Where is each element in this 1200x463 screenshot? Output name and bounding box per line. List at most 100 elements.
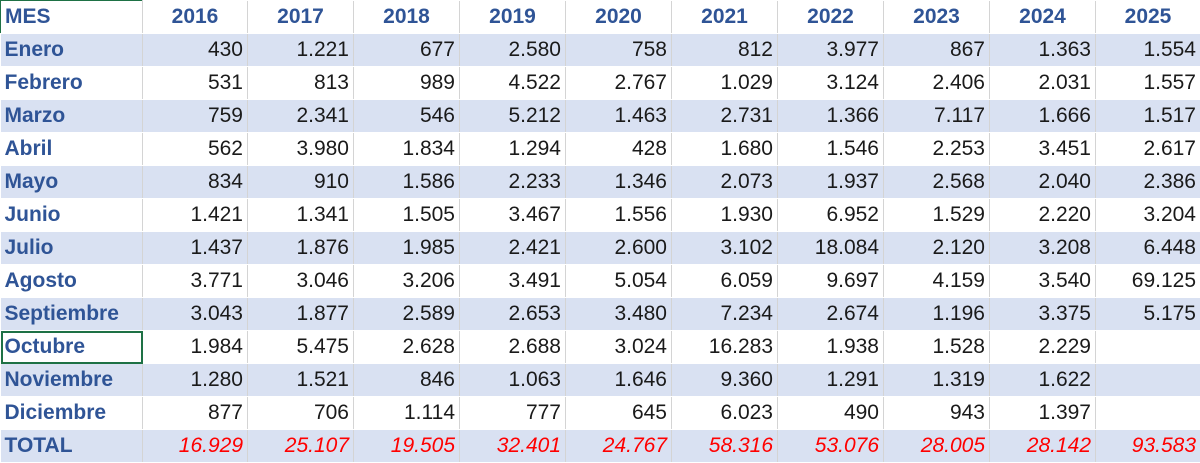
value-cell[interactable]: 1.546 [778, 133, 884, 166]
value-cell[interactable]: 5.475 [248, 331, 354, 364]
value-cell[interactable]: 1.938 [778, 331, 884, 364]
value-cell[interactable]: 9.360 [672, 364, 778, 397]
header-cell-year[interactable]: 2016 [143, 1, 248, 34]
value-cell[interactable]: 812 [672, 34, 778, 67]
value-cell[interactable]: 2.233 [460, 166, 566, 199]
value-cell[interactable]: 3.375 [990, 298, 1096, 331]
value-cell[interactable]: 706 [248, 397, 354, 430]
value-cell[interactable]: 2.040 [990, 166, 1096, 199]
value-cell[interactable]: 2.580 [460, 34, 566, 67]
value-cell[interactable]: 1.196 [884, 298, 990, 331]
value-cell[interactable]: 2.421 [460, 232, 566, 265]
value-cell[interactable] [1096, 397, 1200, 430]
value-cell[interactable]: 2.589 [354, 298, 460, 331]
value-cell[interactable]: 2.031 [990, 67, 1096, 100]
total-cell[interactable]: 28.005 [884, 430, 990, 463]
month-cell[interactable]: Enero [1, 34, 143, 67]
value-cell[interactable]: 1.876 [248, 232, 354, 265]
value-cell[interactable]: 846 [354, 364, 460, 397]
month-cell[interactable]: Febrero [1, 67, 143, 100]
value-cell[interactable]: 3.124 [778, 67, 884, 100]
value-cell[interactable]: 2.406 [884, 67, 990, 100]
header-cell-year[interactable]: 2022 [778, 1, 884, 34]
value-cell[interactable]: 1.517 [1096, 100, 1200, 133]
value-cell[interactable]: 1.366 [778, 100, 884, 133]
value-cell[interactable]: 18.084 [778, 232, 884, 265]
month-cell[interactable]: Junio [1, 199, 143, 232]
total-cell[interactable]: 16.929 [143, 430, 248, 463]
header-cell-year[interactable]: 2023 [884, 1, 990, 34]
value-cell[interactable]: 2.073 [672, 166, 778, 199]
value-cell[interactable]: 7.234 [672, 298, 778, 331]
value-cell[interactable]: 16.283 [672, 331, 778, 364]
month-cell[interactable]: Agosto [1, 265, 143, 298]
month-cell[interactable]: Julio [1, 232, 143, 265]
value-cell[interactable]: 1.937 [778, 166, 884, 199]
total-cell[interactable]: 19.505 [354, 430, 460, 463]
value-cell[interactable]: 1.557 [1096, 67, 1200, 100]
value-cell[interactable]: 3.204 [1096, 199, 1200, 232]
value-cell[interactable]: 877 [143, 397, 248, 430]
value-cell[interactable]: 531 [143, 67, 248, 100]
header-cell-year[interactable]: 2017 [248, 1, 354, 34]
value-cell[interactable]: 2.767 [566, 67, 672, 100]
value-cell[interactable] [1096, 364, 1200, 397]
value-cell[interactable]: 5.054 [566, 265, 672, 298]
value-cell[interactable]: 9.697 [778, 265, 884, 298]
total-cell[interactable]: 58.316 [672, 430, 778, 463]
value-cell[interactable]: 1.341 [248, 199, 354, 232]
value-cell[interactable]: 3.043 [143, 298, 248, 331]
header-cell-year[interactable]: 2024 [990, 1, 1096, 34]
value-cell[interactable]: 3.208 [990, 232, 1096, 265]
value-cell[interactable]: 3.024 [566, 331, 672, 364]
total-cell[interactable]: 28.142 [990, 430, 1096, 463]
value-cell[interactable]: 943 [884, 397, 990, 430]
value-cell[interactable]: 2.617 [1096, 133, 1200, 166]
value-cell[interactable]: 7.117 [884, 100, 990, 133]
value-cell[interactable]: 2.220 [990, 199, 1096, 232]
value-cell[interactable]: 3.491 [460, 265, 566, 298]
value-cell[interactable]: 3.980 [248, 133, 354, 166]
value-cell[interactable]: 2.120 [884, 232, 990, 265]
value-cell[interactable]: 2.386 [1096, 166, 1200, 199]
value-cell[interactable]: 910 [248, 166, 354, 199]
month-cell[interactable]: Diciembre [1, 397, 143, 430]
header-cell-year[interactable]: 2018 [354, 1, 460, 34]
total-cell[interactable]: 53.076 [778, 430, 884, 463]
month-cell[interactable]: Abril [1, 133, 143, 166]
value-cell[interactable]: 1.294 [460, 133, 566, 166]
value-cell[interactable]: 1.421 [143, 199, 248, 232]
value-cell[interactable]: 1.622 [990, 364, 1096, 397]
value-cell[interactable]: 4.159 [884, 265, 990, 298]
month-cell[interactable]: Octubre [1, 331, 143, 364]
value-cell[interactable]: 1.834 [354, 133, 460, 166]
value-cell[interactable]: 3.451 [990, 133, 1096, 166]
value-cell[interactable]: 2.229 [990, 331, 1096, 364]
value-cell[interactable]: 1.680 [672, 133, 778, 166]
value-cell[interactable]: 3.467 [460, 199, 566, 232]
value-cell[interactable]: 3.771 [143, 265, 248, 298]
value-cell[interactable]: 1.586 [354, 166, 460, 199]
value-cell[interactable]: 490 [778, 397, 884, 430]
value-cell[interactable]: 2.653 [460, 298, 566, 331]
value-cell[interactable]: 1.363 [990, 34, 1096, 67]
value-cell[interactable]: 3.540 [990, 265, 1096, 298]
value-cell[interactable]: 1.554 [1096, 34, 1200, 67]
header-cell-year[interactable]: 2021 [672, 1, 778, 34]
value-cell[interactable]: 1.666 [990, 100, 1096, 133]
value-cell[interactable]: 2.731 [672, 100, 778, 133]
value-cell[interactable]: 759 [143, 100, 248, 133]
value-cell[interactable]: 546 [354, 100, 460, 133]
value-cell[interactable]: 2.674 [778, 298, 884, 331]
value-cell[interactable]: 3.977 [778, 34, 884, 67]
month-cell[interactable]: Noviembre [1, 364, 143, 397]
value-cell[interactable]: 1.063 [460, 364, 566, 397]
value-cell[interactable]: 813 [248, 67, 354, 100]
header-cell-year[interactable]: 2020 [566, 1, 672, 34]
value-cell[interactable]: 1.437 [143, 232, 248, 265]
value-cell[interactable]: 1.463 [566, 100, 672, 133]
header-cell-year[interactable]: 2019 [460, 1, 566, 34]
value-cell[interactable]: 1.029 [672, 67, 778, 100]
value-cell[interactable]: 1.556 [566, 199, 672, 232]
value-cell[interactable]: 1.291 [778, 364, 884, 397]
